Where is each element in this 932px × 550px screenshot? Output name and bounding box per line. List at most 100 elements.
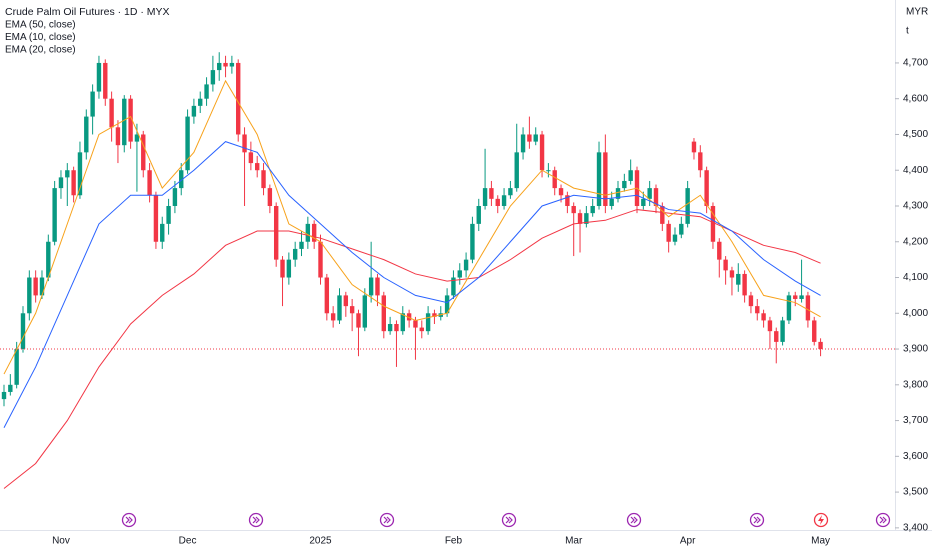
event-icon-arrow	[753, 516, 761, 524]
candle-body	[14, 349, 19, 385]
candle-body	[292, 248, 298, 260]
candle-body	[565, 195, 570, 206]
candle-body	[305, 223, 311, 242]
candle-body	[147, 170, 152, 196]
candle-body	[539, 134, 545, 171]
y-tick-label: 3,400	[903, 522, 928, 533]
candle-body	[812, 320, 817, 342]
candle-body	[818, 341, 823, 350]
y-tick-label: 4,700	[903, 58, 928, 69]
candle-body	[685, 188, 690, 224]
candle-body	[368, 277, 374, 296]
candle-body	[46, 241, 51, 278]
candle-body	[590, 205, 595, 214]
candle-body	[179, 170, 184, 189]
candle-body	[400, 313, 405, 332]
candle-body	[710, 205, 716, 242]
candle-body	[577, 213, 583, 224]
candle-body	[451, 277, 456, 296]
y-tick-label: 3,700	[903, 415, 928, 426]
candle-body	[229, 62, 235, 67]
candle-body	[330, 313, 336, 321]
candle-body	[571, 205, 576, 214]
candle-body	[805, 295, 811, 321]
x-tick-label: Dec	[179, 536, 197, 547]
candle-body	[755, 306, 760, 314]
candle-body	[432, 313, 437, 317]
candle-body	[761, 313, 766, 321]
candle-body	[444, 295, 450, 314]
candle-body	[691, 141, 697, 153]
candle-body	[786, 295, 792, 321]
candle-body	[33, 277, 38, 296]
candle-body	[160, 223, 165, 242]
y-tick-label: 4,100	[903, 272, 928, 283]
candle-body	[628, 170, 633, 181]
candle-body	[27, 277, 32, 314]
candle-body	[242, 134, 247, 153]
candle-body	[527, 134, 532, 142]
candle-body	[185, 116, 190, 171]
y-tick-label: 4,300	[903, 201, 928, 212]
candle-body	[248, 152, 254, 164]
candle-body	[128, 98, 133, 142]
event-icon-arrow	[383, 516, 391, 524]
candle-body	[103, 62, 108, 99]
event-icons	[121, 512, 891, 528]
candle-body	[210, 70, 216, 85]
candle-body	[153, 195, 159, 242]
candle-body	[273, 205, 279, 260]
candle-body	[482, 188, 488, 206]
candle-body	[729, 270, 735, 278]
candle-body	[280, 259, 285, 278]
candle-body	[660, 205, 665, 224]
currency-label: MYR	[906, 7, 928, 18]
x-tick-label: 2025	[309, 536, 332, 547]
candle-body	[501, 195, 507, 206]
candle-body	[799, 295, 804, 299]
legend-entry: EMA (20, close)	[5, 45, 76, 56]
candle-body	[77, 152, 83, 196]
candle-body	[723, 259, 728, 271]
x-tick-label: Nov	[52, 536, 70, 547]
y-tick-label: 3,900	[903, 344, 928, 355]
chart-title: Crude Palm Oil Futures · 1D · MYX	[5, 6, 170, 18]
y-tick-label: 3,800	[903, 379, 928, 390]
candle-body	[96, 62, 102, 92]
event-icon-arrow	[879, 516, 887, 524]
candle-body	[58, 177, 64, 189]
candle-body	[508, 188, 513, 196]
candle-body	[742, 273, 747, 296]
y-tick-label: 3,500	[903, 487, 928, 498]
candle-body	[647, 188, 652, 199]
candle-body	[603, 152, 608, 206]
candle-body	[90, 91, 95, 117]
ema-line	[3, 209, 821, 489]
y-tick-label: 4,400	[903, 165, 928, 176]
y-tick-label: 4,600	[903, 93, 928, 104]
candle-body	[337, 295, 342, 321]
candle-body	[666, 223, 671, 242]
y-tick-label: 4,200	[903, 236, 928, 247]
candle-body	[736, 273, 741, 285]
candle-body	[793, 295, 798, 299]
x-tick-label: Apr	[680, 536, 696, 547]
candle-body	[198, 98, 203, 106]
candle-body	[134, 134, 140, 142]
candle-body	[780, 320, 785, 342]
candle-body	[261, 170, 266, 189]
candle-body	[546, 170, 551, 172]
candle-body	[596, 152, 602, 206]
candle-body	[552, 170, 557, 189]
candle-body	[223, 62, 228, 67]
candle-body	[1, 391, 7, 400]
candle-body	[615, 188, 621, 199]
candle-body	[520, 134, 526, 153]
candle-body	[311, 223, 317, 242]
candle-body	[20, 313, 26, 350]
event-icon-arrow	[505, 516, 513, 524]
candle-body	[39, 277, 45, 296]
candle-body	[495, 198, 500, 206]
candle-body	[463, 259, 469, 271]
